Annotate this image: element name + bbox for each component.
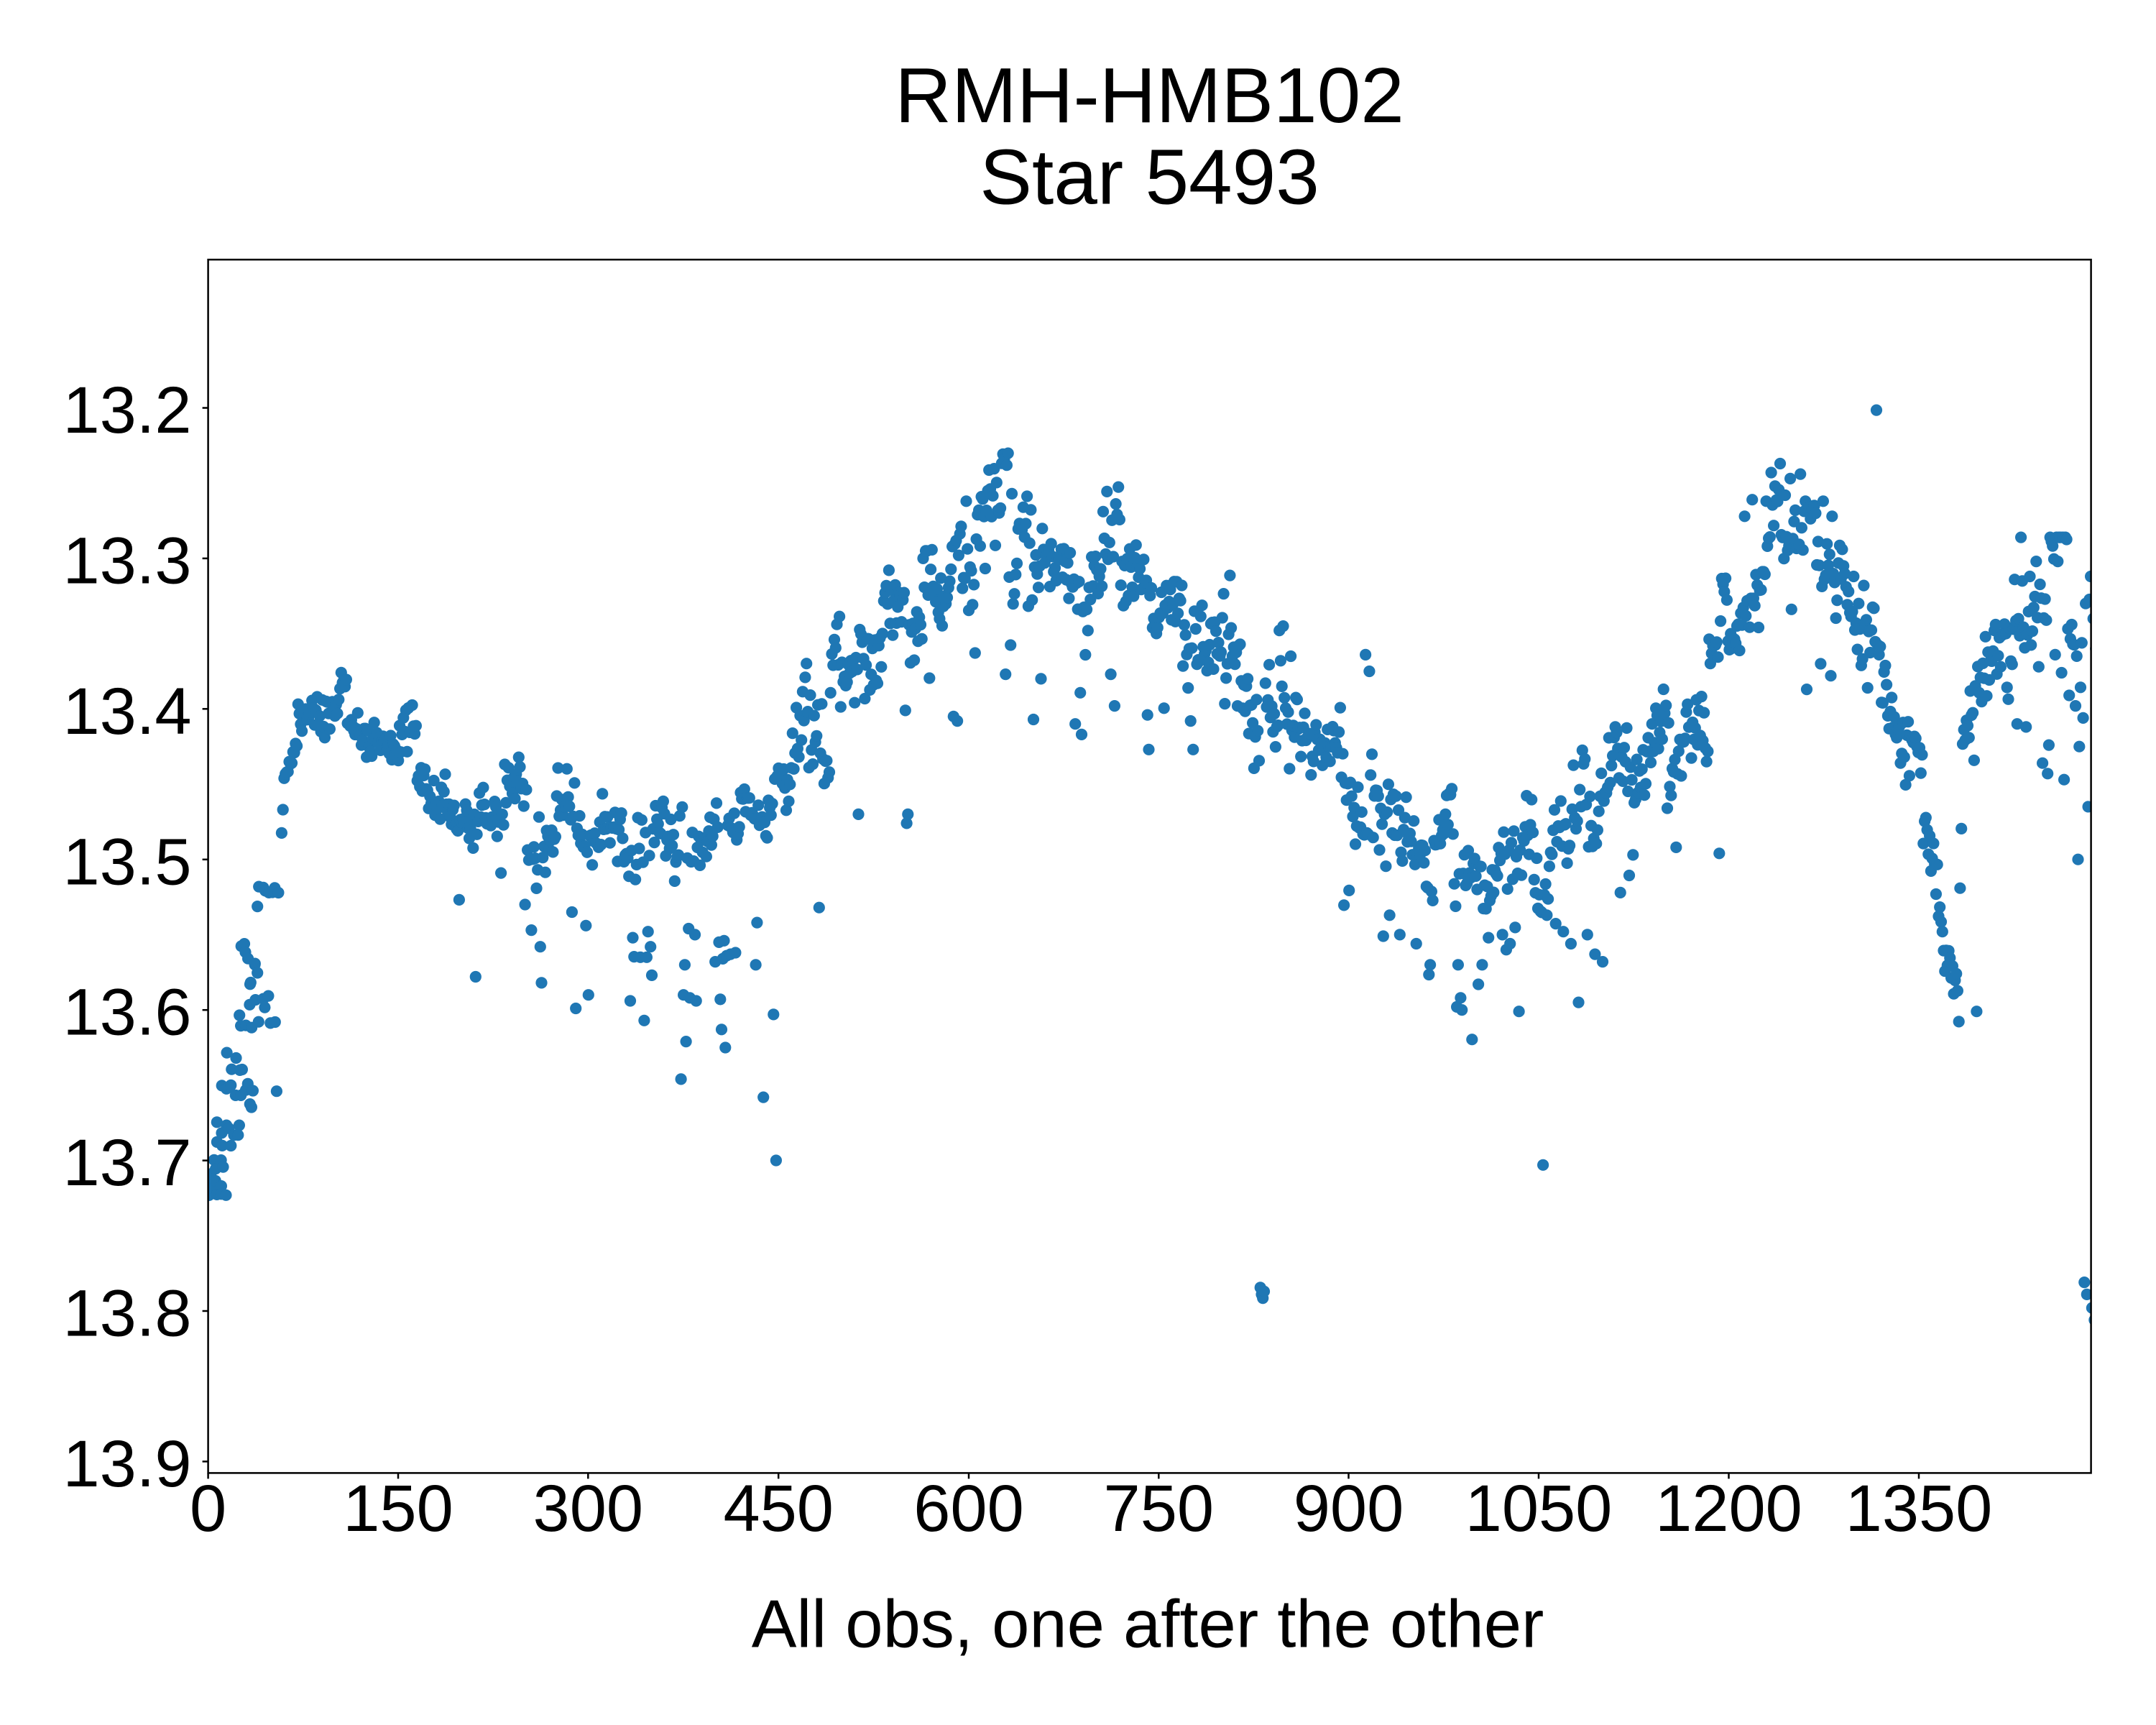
svg-text:13.2: 13.2 — [63, 374, 191, 447]
svg-text:300: 300 — [533, 1472, 644, 1545]
svg-text:900: 900 — [1294, 1472, 1404, 1545]
svg-text:1350: 1350 — [1846, 1472, 1993, 1545]
svg-text:13.3: 13.3 — [63, 524, 191, 597]
svg-text:150: 150 — [343, 1472, 453, 1545]
svg-text:13.9: 13.9 — [63, 1427, 191, 1501]
svg-text:13.8: 13.8 — [63, 1277, 191, 1351]
svg-text:RMH-HMB102: RMH-HMB102 — [895, 52, 1404, 139]
svg-text:450: 450 — [723, 1472, 834, 1545]
svg-text:Star 5493: Star 5493 — [980, 134, 1319, 221]
svg-text:13.7: 13.7 — [63, 1126, 191, 1200]
svg-text:1200: 1200 — [1655, 1472, 1802, 1545]
svg-text:13.5: 13.5 — [63, 825, 191, 898]
svg-text:0: 0 — [190, 1472, 226, 1545]
svg-text:13.4: 13.4 — [63, 675, 191, 748]
svg-text:600: 600 — [913, 1472, 1024, 1545]
svg-text:1050: 1050 — [1465, 1472, 1613, 1545]
svg-text:750: 750 — [1104, 1472, 1215, 1545]
svg-text:All obs, one after the other: All obs, one after the other — [752, 1586, 1544, 1662]
svg-text:13.6: 13.6 — [63, 976, 191, 1049]
